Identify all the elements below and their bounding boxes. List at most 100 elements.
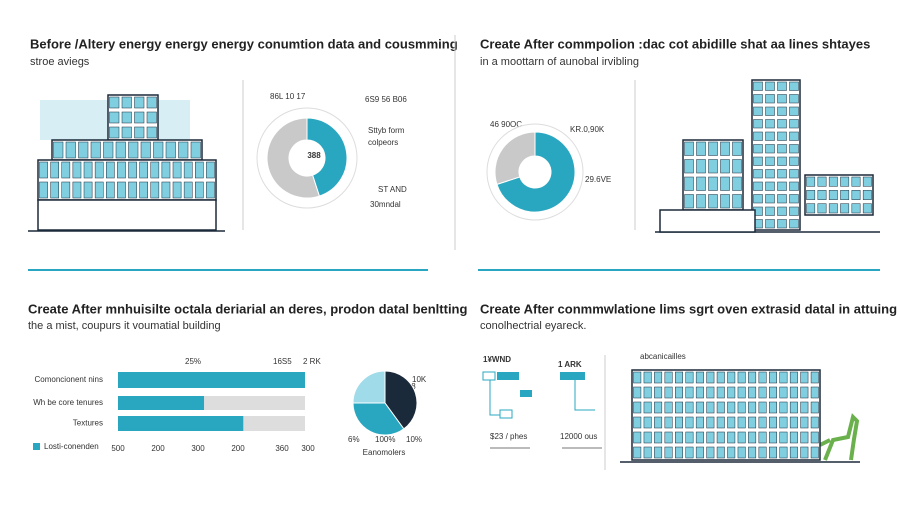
window bbox=[727, 371, 736, 384]
window bbox=[737, 416, 746, 429]
window bbox=[720, 159, 730, 174]
window bbox=[769, 371, 777, 384]
window bbox=[810, 386, 819, 399]
building bbox=[631, 369, 821, 461]
subtitle: conolhectrial eyareck. bbox=[480, 320, 586, 332]
window bbox=[643, 371, 652, 384]
window bbox=[779, 431, 788, 444]
bar bbox=[118, 372, 305, 388]
window bbox=[675, 371, 683, 384]
window bbox=[800, 446, 809, 459]
bar bbox=[118, 416, 244, 431]
window bbox=[765, 144, 775, 154]
window bbox=[765, 194, 775, 204]
window bbox=[195, 161, 204, 179]
window bbox=[708, 176, 718, 191]
window bbox=[789, 181, 799, 191]
icon bbox=[520, 390, 532, 397]
window bbox=[828, 190, 838, 200]
window bbox=[128, 181, 137, 199]
window bbox=[39, 181, 48, 199]
window bbox=[50, 161, 59, 179]
window bbox=[810, 446, 819, 459]
window bbox=[664, 446, 673, 459]
window bbox=[128, 141, 139, 159]
window bbox=[720, 194, 730, 209]
window bbox=[146, 111, 157, 124]
window bbox=[195, 181, 204, 199]
window bbox=[789, 131, 799, 141]
window bbox=[732, 141, 742, 156]
window bbox=[161, 161, 171, 179]
window bbox=[769, 386, 777, 399]
window bbox=[732, 194, 742, 209]
window bbox=[727, 386, 736, 399]
category-label: Wh be core tenures bbox=[33, 398, 103, 407]
window bbox=[94, 161, 104, 179]
window bbox=[789, 119, 799, 129]
label: 46 90OC bbox=[490, 120, 522, 129]
window bbox=[684, 141, 694, 156]
window bbox=[106, 181, 115, 199]
window bbox=[695, 371, 704, 384]
icon bbox=[497, 372, 519, 380]
window bbox=[777, 169, 787, 179]
window bbox=[779, 446, 788, 459]
window bbox=[777, 156, 787, 166]
window bbox=[777, 131, 787, 141]
segment bbox=[306, 117, 348, 197]
category-label: Textures bbox=[73, 419, 103, 428]
window bbox=[800, 416, 809, 429]
window bbox=[696, 176, 706, 191]
window bbox=[716, 386, 725, 399]
window bbox=[851, 190, 861, 200]
window bbox=[117, 161, 126, 179]
label: Sttyb form bbox=[368, 126, 405, 135]
segment bbox=[384, 370, 418, 430]
window bbox=[706, 431, 715, 444]
window bbox=[758, 446, 767, 459]
category-label: Comoncionent nins bbox=[35, 375, 103, 384]
deer bbox=[819, 413, 860, 461]
window bbox=[654, 431, 663, 444]
label: 30mndal bbox=[370, 200, 401, 209]
window bbox=[777, 206, 787, 216]
window bbox=[706, 386, 715, 399]
icon bbox=[482, 371, 496, 381]
building bbox=[751, 79, 801, 231]
window bbox=[121, 111, 132, 124]
window bbox=[146, 96, 157, 109]
window bbox=[769, 401, 777, 414]
segment bbox=[494, 131, 536, 185]
window bbox=[828, 203, 838, 214]
window bbox=[748, 401, 757, 414]
ring bbox=[256, 107, 358, 209]
window bbox=[675, 401, 683, 414]
window bbox=[664, 431, 673, 444]
window bbox=[732, 159, 742, 174]
label: KR.0,90K bbox=[570, 125, 605, 134]
window bbox=[109, 111, 120, 124]
subtitle: the a mist, coupurs it voumatial buildin… bbox=[28, 320, 221, 332]
segment bbox=[352, 402, 405, 436]
base bbox=[37, 199, 217, 231]
window bbox=[765, 219, 775, 229]
window bbox=[748, 446, 757, 459]
window bbox=[633, 371, 642, 384]
window bbox=[65, 141, 76, 159]
label: 100% bbox=[375, 435, 395, 444]
window bbox=[800, 386, 809, 399]
window bbox=[758, 386, 767, 399]
window bbox=[128, 161, 137, 179]
window bbox=[643, 416, 652, 429]
window bbox=[72, 161, 82, 179]
window bbox=[779, 401, 788, 414]
window bbox=[806, 190, 816, 200]
window bbox=[134, 126, 145, 139]
label: $23 / phes bbox=[490, 432, 527, 441]
window bbox=[121, 126, 132, 139]
window bbox=[633, 416, 642, 429]
window bbox=[810, 401, 819, 414]
window bbox=[183, 181, 193, 199]
